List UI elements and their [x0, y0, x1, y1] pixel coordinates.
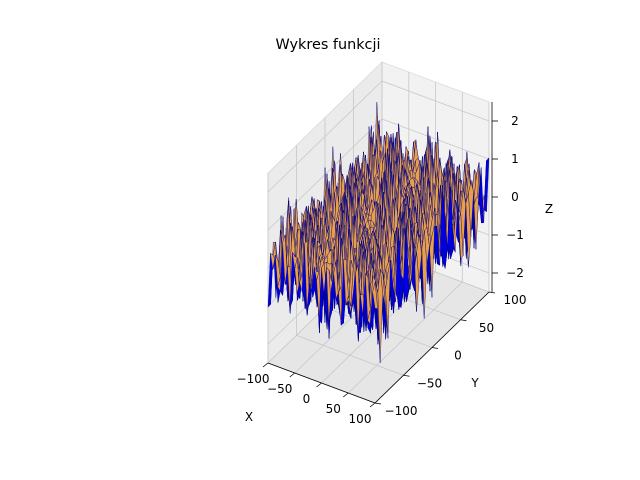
x-tick-mark: [369, 402, 376, 408]
y-tick-mark: [488, 291, 496, 294]
z-tick-label: 0: [511, 190, 519, 204]
x-tick-mark: [289, 372, 295, 378]
x-tick-mark: [343, 392, 349, 398]
y-tick-label: 0: [454, 349, 462, 363]
z-tick-label: 1: [511, 152, 519, 166]
y-tick-label: 50: [479, 321, 494, 335]
chart-title: Wykres funkcji: [276, 37, 381, 53]
x-tick-label: −100: [237, 372, 270, 386]
y-tick-mark: [460, 319, 467, 322]
x-tick-mark: [262, 362, 269, 368]
z-axis-label: Z: [545, 202, 553, 216]
y-tick-mark: [431, 347, 439, 349]
surface-plot: [267, 102, 490, 363]
y-tick-label: −50: [417, 376, 442, 390]
y-tick-mark: [374, 402, 382, 405]
x-tick-label: 50: [326, 402, 341, 416]
x-axis-label: X: [245, 410, 253, 424]
y-tick-mark: [403, 374, 410, 377]
y-tick-label: −100: [385, 404, 418, 418]
x-tick-mark: [316, 382, 322, 388]
gridline-z: [267, 80, 490, 193]
z-tick-label: −2: [506, 266, 524, 280]
x-tick-label: −50: [267, 382, 292, 396]
x-tick-label: 0: [303, 392, 311, 406]
surface-patch: [372, 282, 378, 310]
y-tick-label: 100: [504, 293, 527, 307]
x-tick-label: 100: [349, 412, 372, 426]
z-tick-label: −1: [506, 228, 524, 242]
z-tick-label: 2: [511, 114, 519, 128]
gridline-z: [267, 118, 490, 231]
y-axis-label: Y: [470, 376, 479, 390]
